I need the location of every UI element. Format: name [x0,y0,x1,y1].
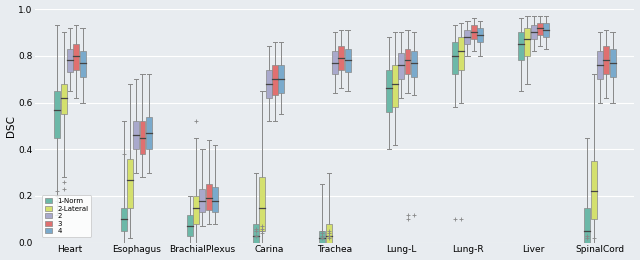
Y-axis label: DSC: DSC [6,115,15,137]
Bar [61,84,67,114]
Bar [200,189,205,212]
Bar [319,231,325,243]
Bar [543,23,549,37]
Bar [133,121,139,149]
Bar [272,65,278,95]
Bar [458,37,464,70]
Bar [278,65,284,93]
Legend: 1-Norm, 2-Lateral, 2, 3, 4: 1-Norm, 2-Lateral, 2, 3, 4 [42,196,91,237]
Bar [54,91,60,138]
Bar [386,70,392,112]
Bar [339,47,344,70]
Bar [193,196,199,224]
Bar [597,51,603,79]
Bar [73,44,79,70]
Bar [266,70,272,98]
Bar [187,215,193,236]
Bar [127,159,133,208]
Bar [326,224,332,243]
Bar [604,47,609,74]
Bar [471,25,477,40]
Bar [79,51,86,77]
Bar [332,51,338,74]
Bar [591,161,596,219]
Bar [392,65,398,107]
Bar [518,32,524,61]
Bar [120,208,127,231]
Bar [584,208,590,243]
Bar [537,23,543,35]
Bar [259,177,266,231]
Bar [609,49,616,77]
Bar [344,49,351,72]
Bar [212,187,218,212]
Bar [452,42,458,74]
Bar [253,224,259,243]
Bar [206,184,212,210]
Bar [398,54,404,79]
Bar [140,121,145,154]
Bar [477,28,483,42]
Bar [531,25,537,40]
Bar [146,116,152,149]
Bar [67,49,73,72]
Bar [411,51,417,77]
Bar [404,49,410,74]
Bar [465,30,470,44]
Bar [524,28,531,56]
